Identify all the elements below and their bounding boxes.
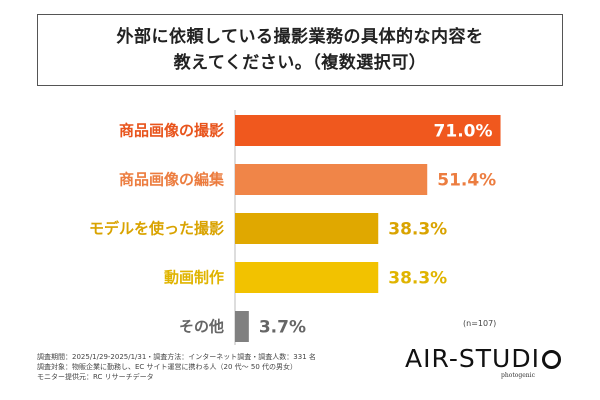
footnote-source: モニター提供元：RC リサーチデータ	[37, 373, 154, 381]
sample-size-note: (n=107)	[463, 319, 497, 328]
value-label-0: 71.0%	[434, 122, 493, 142]
category-label-3: 動画制作	[164, 269, 224, 287]
bar-4	[235, 311, 249, 342]
category-label-4: その他	[179, 318, 224, 336]
title-line-2: 教えてください。（複数選択可）	[173, 53, 427, 73]
logo-o-circle	[541, 349, 561, 369]
title-box: 外部に依頼している撮影業務の具体的な内容を 教えてください。（複数選択可）	[37, 14, 563, 86]
bar-1	[235, 164, 428, 195]
bar-0	[235, 115, 501, 146]
category-label-1: 商品画像の編集	[119, 171, 225, 189]
value-label-2: 38.3%	[388, 220, 447, 240]
value-label-4: 3.7%	[259, 318, 306, 338]
value-label-1: 51.4%	[437, 171, 496, 191]
bar-2	[235, 213, 379, 244]
bar-3	[235, 262, 379, 293]
footnote-period: 調査期間：2025/1/29-2025/1/31・調査方法：インターネット調査・…	[37, 353, 316, 361]
category-label-2: モデルを使った撮影	[89, 220, 224, 238]
air-studio-logo: AIR-STUDI photogenic	[398, 344, 568, 384]
category-label-0: 商品画像の撮影	[119, 122, 224, 140]
footnotes: 調査期間：2025/1/29-2025/1/31・調査方法：インターネット調査・…	[37, 352, 316, 382]
footnote-target: 調査対象：物販企業に勤務し、EC サイト運営に携わる人（20 代〜 50 代の男…	[37, 363, 298, 371]
logo-text: AIR-STUDI	[405, 344, 540, 373]
value-label-3: 38.3%	[388, 269, 447, 289]
title-line-1: 外部に依頼している撮影業務の具体的な内容を	[116, 27, 484, 47]
logo-subtext: photogenic	[501, 372, 535, 379]
